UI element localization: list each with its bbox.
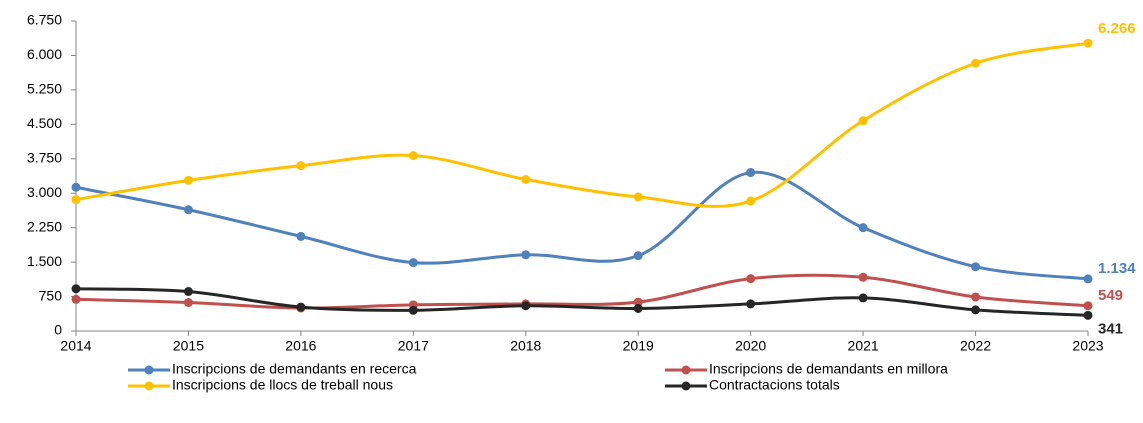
y-tick-label: 3.000 (27, 184, 62, 200)
point (746, 196, 756, 206)
value-label: 6.266 (1098, 20, 1136, 37)
value-label: 549 (1098, 287, 1123, 304)
series-line (75, 287, 1089, 317)
point (71, 195, 81, 205)
legend-marker (681, 381, 691, 391)
legend-label: Inscripcions de demandants en millora (709, 361, 948, 377)
point (971, 58, 981, 68)
y-tick-label: 750 (39, 287, 63, 303)
point (858, 272, 868, 282)
point (858, 293, 868, 303)
y-tick-label: 2.250 (27, 218, 62, 234)
point (296, 231, 306, 241)
x-tick-label: 2016 (285, 338, 316, 354)
y-tick-label: 3.750 (27, 149, 62, 165)
y-tick-label: 1.500 (27, 253, 62, 269)
point (408, 258, 418, 268)
y-tick-label: 4.500 (27, 115, 62, 131)
legend-marker (144, 365, 154, 375)
x-tick-label: 2018 (510, 338, 541, 354)
point (971, 292, 981, 302)
x-tick-label: 2015 (173, 338, 204, 354)
point (1083, 38, 1093, 48)
legend-label: Inscripcions de demandants en recerca (172, 361, 417, 377)
point (71, 182, 81, 192)
point (408, 305, 418, 315)
legend-label: Inscripcions de llocs de treball nous (172, 377, 393, 393)
point (858, 116, 868, 126)
value-label: 341 (1098, 320, 1123, 337)
point (971, 262, 981, 272)
point (633, 192, 643, 202)
point (633, 303, 643, 313)
point (1083, 274, 1093, 284)
point (633, 251, 643, 261)
point (183, 287, 193, 297)
value-label: 1.134 (1098, 260, 1136, 277)
point (521, 174, 531, 184)
x-tick-label: 2022 (960, 338, 991, 354)
x-tick-label: 2021 (848, 338, 879, 354)
series-line (75, 273, 1089, 310)
point (521, 301, 531, 311)
point (971, 305, 981, 315)
legend-marker (144, 381, 154, 391)
point (71, 294, 81, 304)
series-line (75, 41, 1089, 208)
y-tick-label: 6.750 (27, 12, 62, 28)
point (521, 250, 531, 260)
point (633, 297, 643, 307)
point (746, 274, 756, 284)
point (71, 284, 81, 294)
legend-label: Contractacions totals (709, 377, 840, 393)
point (1083, 301, 1093, 311)
x-tick-label: 2020 (735, 338, 766, 354)
legend-marker (681, 365, 691, 375)
point (858, 223, 868, 233)
x-tick-label: 2023 (1072, 338, 1103, 354)
point (746, 168, 756, 178)
y-tick-label: 0 (54, 322, 62, 338)
point (1083, 310, 1093, 320)
x-tick-label: 2019 (623, 338, 654, 354)
y-tick-label: 6.000 (27, 46, 62, 62)
series-line (75, 170, 1089, 281)
point (183, 298, 193, 308)
point (183, 205, 193, 215)
point (746, 299, 756, 309)
point (296, 161, 306, 171)
point (408, 151, 418, 161)
point (296, 302, 306, 312)
x-tick-label: 2014 (60, 338, 91, 354)
x-tick-label: 2017 (398, 338, 429, 354)
point (183, 175, 193, 185)
y-tick-label: 5.250 (27, 81, 62, 97)
